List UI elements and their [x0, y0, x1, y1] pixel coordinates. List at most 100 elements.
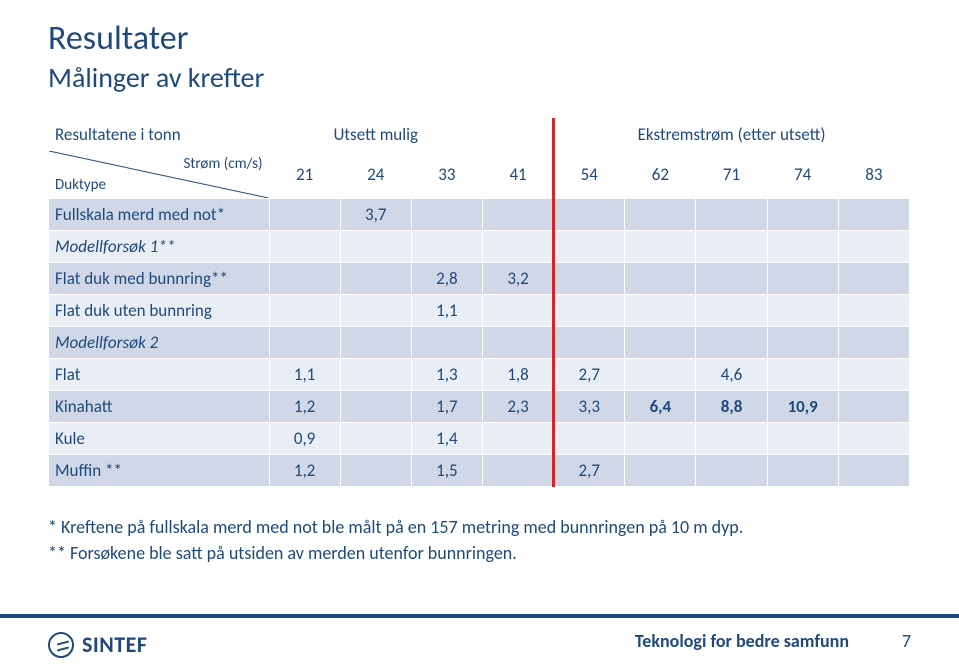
cell: 1,1	[269, 359, 340, 391]
row-label: Flat	[49, 359, 270, 391]
cell	[554, 327, 625, 359]
cell: 3,3	[554, 391, 625, 423]
sintef-logo-text: SINTEF	[82, 631, 147, 658]
cell	[696, 423, 767, 455]
cell	[625, 327, 696, 359]
cell: 2,7	[554, 359, 625, 391]
row-label: Flat duk uten bunnring	[49, 295, 270, 327]
cell: 1,2	[269, 391, 340, 423]
cell	[767, 455, 838, 487]
cell	[482, 231, 553, 263]
col-header-83: 83	[838, 151, 909, 199]
footnote-2: ** Forsøkene ble satt på utsiden av merd…	[48, 542, 517, 564]
header-results-label: Resultatene i tonn	[49, 119, 270, 151]
cell	[482, 295, 553, 327]
cell	[838, 327, 909, 359]
cell	[696, 199, 767, 231]
footer-bar: SINTEF Teknologi for bedre samfunn 7	[0, 618, 959, 668]
cell	[269, 199, 340, 231]
cell: 2,7	[554, 455, 625, 487]
col-header-54: 54	[554, 151, 625, 199]
table-row: Kule0,9 1,4	[49, 423, 910, 455]
header-group-ekstrem: Ekstremstrøm (etter utsett)	[554, 119, 910, 151]
cell	[625, 263, 696, 295]
sintef-logo-mark-icon	[48, 632, 74, 658]
results-table: Resultatene i tonnUtsett mulig Ekstremstr…	[48, 118, 910, 487]
col-header-33: 33	[411, 151, 482, 199]
cell	[340, 391, 411, 423]
cell	[696, 231, 767, 263]
corner-label-strom: Strøm (cm/s)	[183, 155, 262, 173]
row-label: Flat duk med bunnring**	[49, 263, 270, 295]
row-label: Muffin **	[49, 455, 270, 487]
cell	[767, 327, 838, 359]
cell	[838, 455, 909, 487]
cell: 1,8	[482, 359, 553, 391]
cell: 3,7	[340, 199, 411, 231]
cell	[625, 359, 696, 391]
cell: 4,6	[696, 359, 767, 391]
cell	[411, 199, 482, 231]
cell	[554, 199, 625, 231]
slide: Resultater Målinger av krefter Resultate…	[0, 0, 959, 668]
col-header-74: 74	[767, 151, 838, 199]
cell	[554, 295, 625, 327]
page-number: 7	[902, 630, 911, 652]
header-gap	[482, 119, 553, 151]
cell	[696, 327, 767, 359]
header-corner-split: Strøm (cm/s) Duktype	[49, 151, 270, 199]
row-label: Kinahatt	[49, 391, 270, 423]
cell	[340, 455, 411, 487]
cell: 1,2	[269, 455, 340, 487]
cell: 2,8	[411, 263, 482, 295]
row-label: Kule	[49, 423, 270, 455]
cell	[269, 295, 340, 327]
row-label: Modellforsøk 1**	[49, 231, 270, 263]
cell	[411, 231, 482, 263]
cell	[625, 231, 696, 263]
cell	[838, 263, 909, 295]
cell	[269, 327, 340, 359]
cell	[838, 391, 909, 423]
table-row: Kinahatt1,21,72,33,36,48,810,9	[49, 391, 910, 423]
cell: 1,3	[411, 359, 482, 391]
cell	[269, 263, 340, 295]
cell	[554, 231, 625, 263]
cell: 10,9	[767, 391, 838, 423]
cell	[625, 423, 696, 455]
cell: 1,1	[411, 295, 482, 327]
cell	[554, 423, 625, 455]
cell	[696, 295, 767, 327]
table-row: Fullskala merd med not*3,7	[49, 199, 910, 231]
cell	[340, 423, 411, 455]
cell	[767, 295, 838, 327]
cell	[838, 359, 909, 391]
cell: 3,2	[482, 263, 553, 295]
table-row: Flat1,1 1,31,82,7 4,6	[49, 359, 910, 391]
table-row: Modellforsøk 1**	[49, 231, 910, 263]
cell: 1,4	[411, 423, 482, 455]
results-table-wrap: Resultatene i tonnUtsett mulig Ekstremstr…	[48, 118, 910, 487]
cell	[838, 295, 909, 327]
cell	[767, 199, 838, 231]
col-header-24: 24	[340, 151, 411, 199]
cell: 0,9	[269, 423, 340, 455]
table-row: Modellforsøk 2	[49, 327, 910, 359]
corner-label-duktype: Duktype	[55, 176, 106, 194]
cell	[411, 327, 482, 359]
cell: 8,8	[696, 391, 767, 423]
table-row: Flat duk uten bunnring 1,1	[49, 295, 910, 327]
header-group-utsett: Utsett mulig	[269, 119, 482, 151]
cell	[767, 263, 838, 295]
col-header-41: 41	[482, 151, 553, 199]
cell	[340, 327, 411, 359]
cell	[838, 231, 909, 263]
sintef-logo: SINTEF	[48, 631, 147, 658]
col-header-71: 71	[696, 151, 767, 199]
cell	[767, 231, 838, 263]
cell	[838, 199, 909, 231]
table-row: Flat duk med bunnring** 2,83,2	[49, 263, 910, 295]
cell	[340, 359, 411, 391]
row-label: Modellforsøk 2	[49, 327, 270, 359]
cell: 1,5	[411, 455, 482, 487]
